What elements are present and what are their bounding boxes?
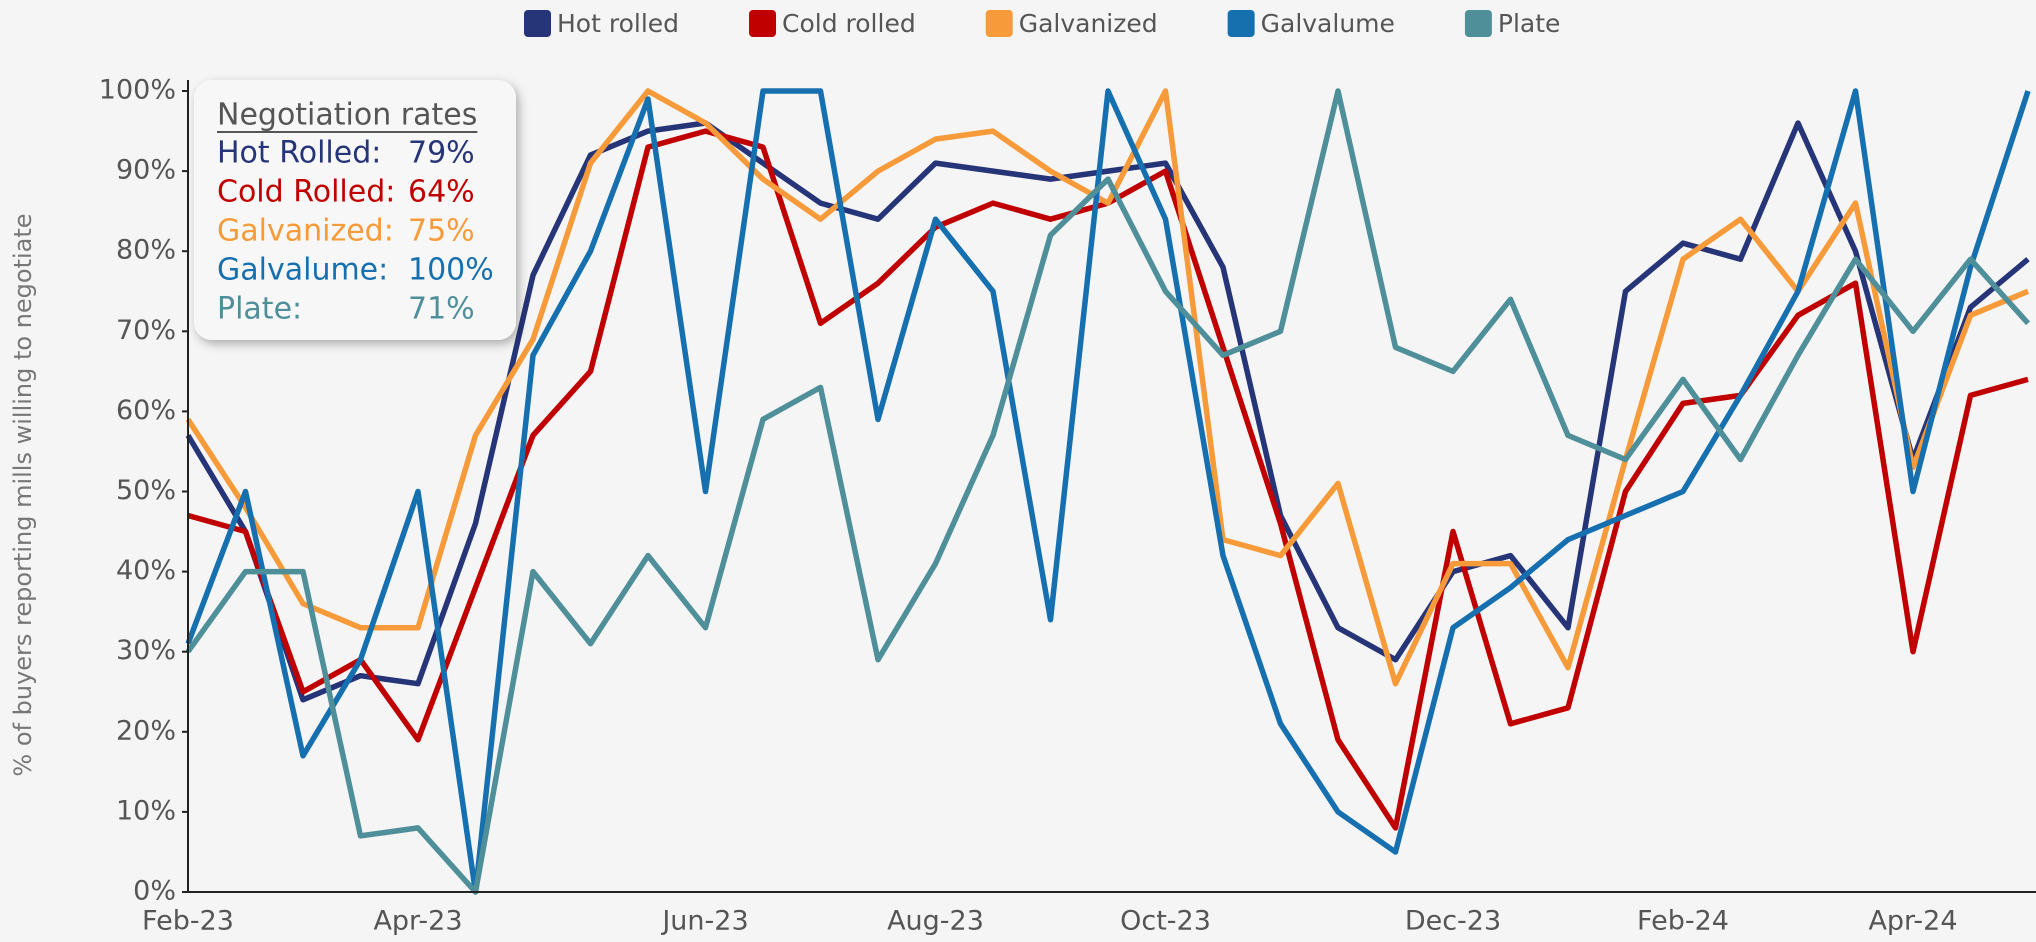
x-tick-label: Aug-23 xyxy=(887,906,984,937)
legend-item: Cold rolled xyxy=(749,9,916,38)
legend-label: Galvalume xyxy=(1261,9,1395,38)
legend-swatch xyxy=(1464,10,1492,37)
x-tick-label: Oct-23 xyxy=(1120,906,1211,937)
x-tick-label: Feb-24 xyxy=(1637,906,1729,937)
y-tick-label: 30% xyxy=(116,635,176,666)
y-tick-label: 0% xyxy=(133,876,176,907)
series-line xyxy=(185,120,2030,703)
x-tick-label: Dec-23 xyxy=(1405,906,1501,937)
legend-label: Galvanized xyxy=(1019,9,1158,38)
annotation-name: Cold Rolled: xyxy=(217,175,395,210)
annotation-value: 75% xyxy=(408,214,475,249)
x-tick-label: Jun-23 xyxy=(660,906,748,937)
y-tick-label: 40% xyxy=(116,555,176,586)
annotation-value: 71% xyxy=(408,292,475,327)
legend-label: Cold rolled xyxy=(782,9,916,38)
y-tick-label: 70% xyxy=(116,315,176,346)
legend-item: Galvalume xyxy=(1227,9,1395,38)
x-tick-label: Apr-24 xyxy=(1868,906,1957,937)
annotation-name: Plate: xyxy=(217,292,302,327)
y-tick-label: 10% xyxy=(116,795,176,826)
y-tick-label: 80% xyxy=(116,235,176,266)
y-tick-label: 60% xyxy=(116,395,176,426)
annotation-background xyxy=(194,80,516,340)
x-tick-label: Feb-23 xyxy=(142,906,234,937)
legend-label: Plate xyxy=(1498,9,1561,38)
annotation-value: 100% xyxy=(408,253,494,288)
legend-label: Hot rolled xyxy=(557,9,679,38)
legend-item: Hot rolled xyxy=(524,9,679,38)
annotation-name: Galvanized: xyxy=(217,214,394,249)
plot-area xyxy=(185,88,2031,895)
x-tick-label: Apr-23 xyxy=(373,906,462,937)
y-tick-label: 100% xyxy=(99,75,176,106)
legend-swatch xyxy=(1227,10,1255,37)
legend-item: Plate xyxy=(1464,9,1561,38)
series-line xyxy=(185,88,2031,895)
y-tick-label: 90% xyxy=(116,155,176,186)
legend-swatch xyxy=(749,10,777,37)
annotation-name: Hot Rolled: xyxy=(217,136,381,171)
annotation-title: Negotiation rates xyxy=(217,98,477,133)
y-tick-label: 50% xyxy=(116,475,176,506)
annotation-value: 79% xyxy=(408,136,475,171)
annotation-name: Galvalume: xyxy=(217,253,388,288)
annotation-value: 64% xyxy=(408,175,475,210)
y-tick-label: 20% xyxy=(116,715,176,746)
legend-swatch xyxy=(985,10,1013,37)
y-axis-label: % of buyers reporting mills willing to n… xyxy=(9,213,37,776)
series-line xyxy=(185,88,2030,687)
legend-item: Galvanized xyxy=(985,9,1158,38)
series-line xyxy=(185,88,2031,895)
legend-swatch xyxy=(524,10,551,37)
